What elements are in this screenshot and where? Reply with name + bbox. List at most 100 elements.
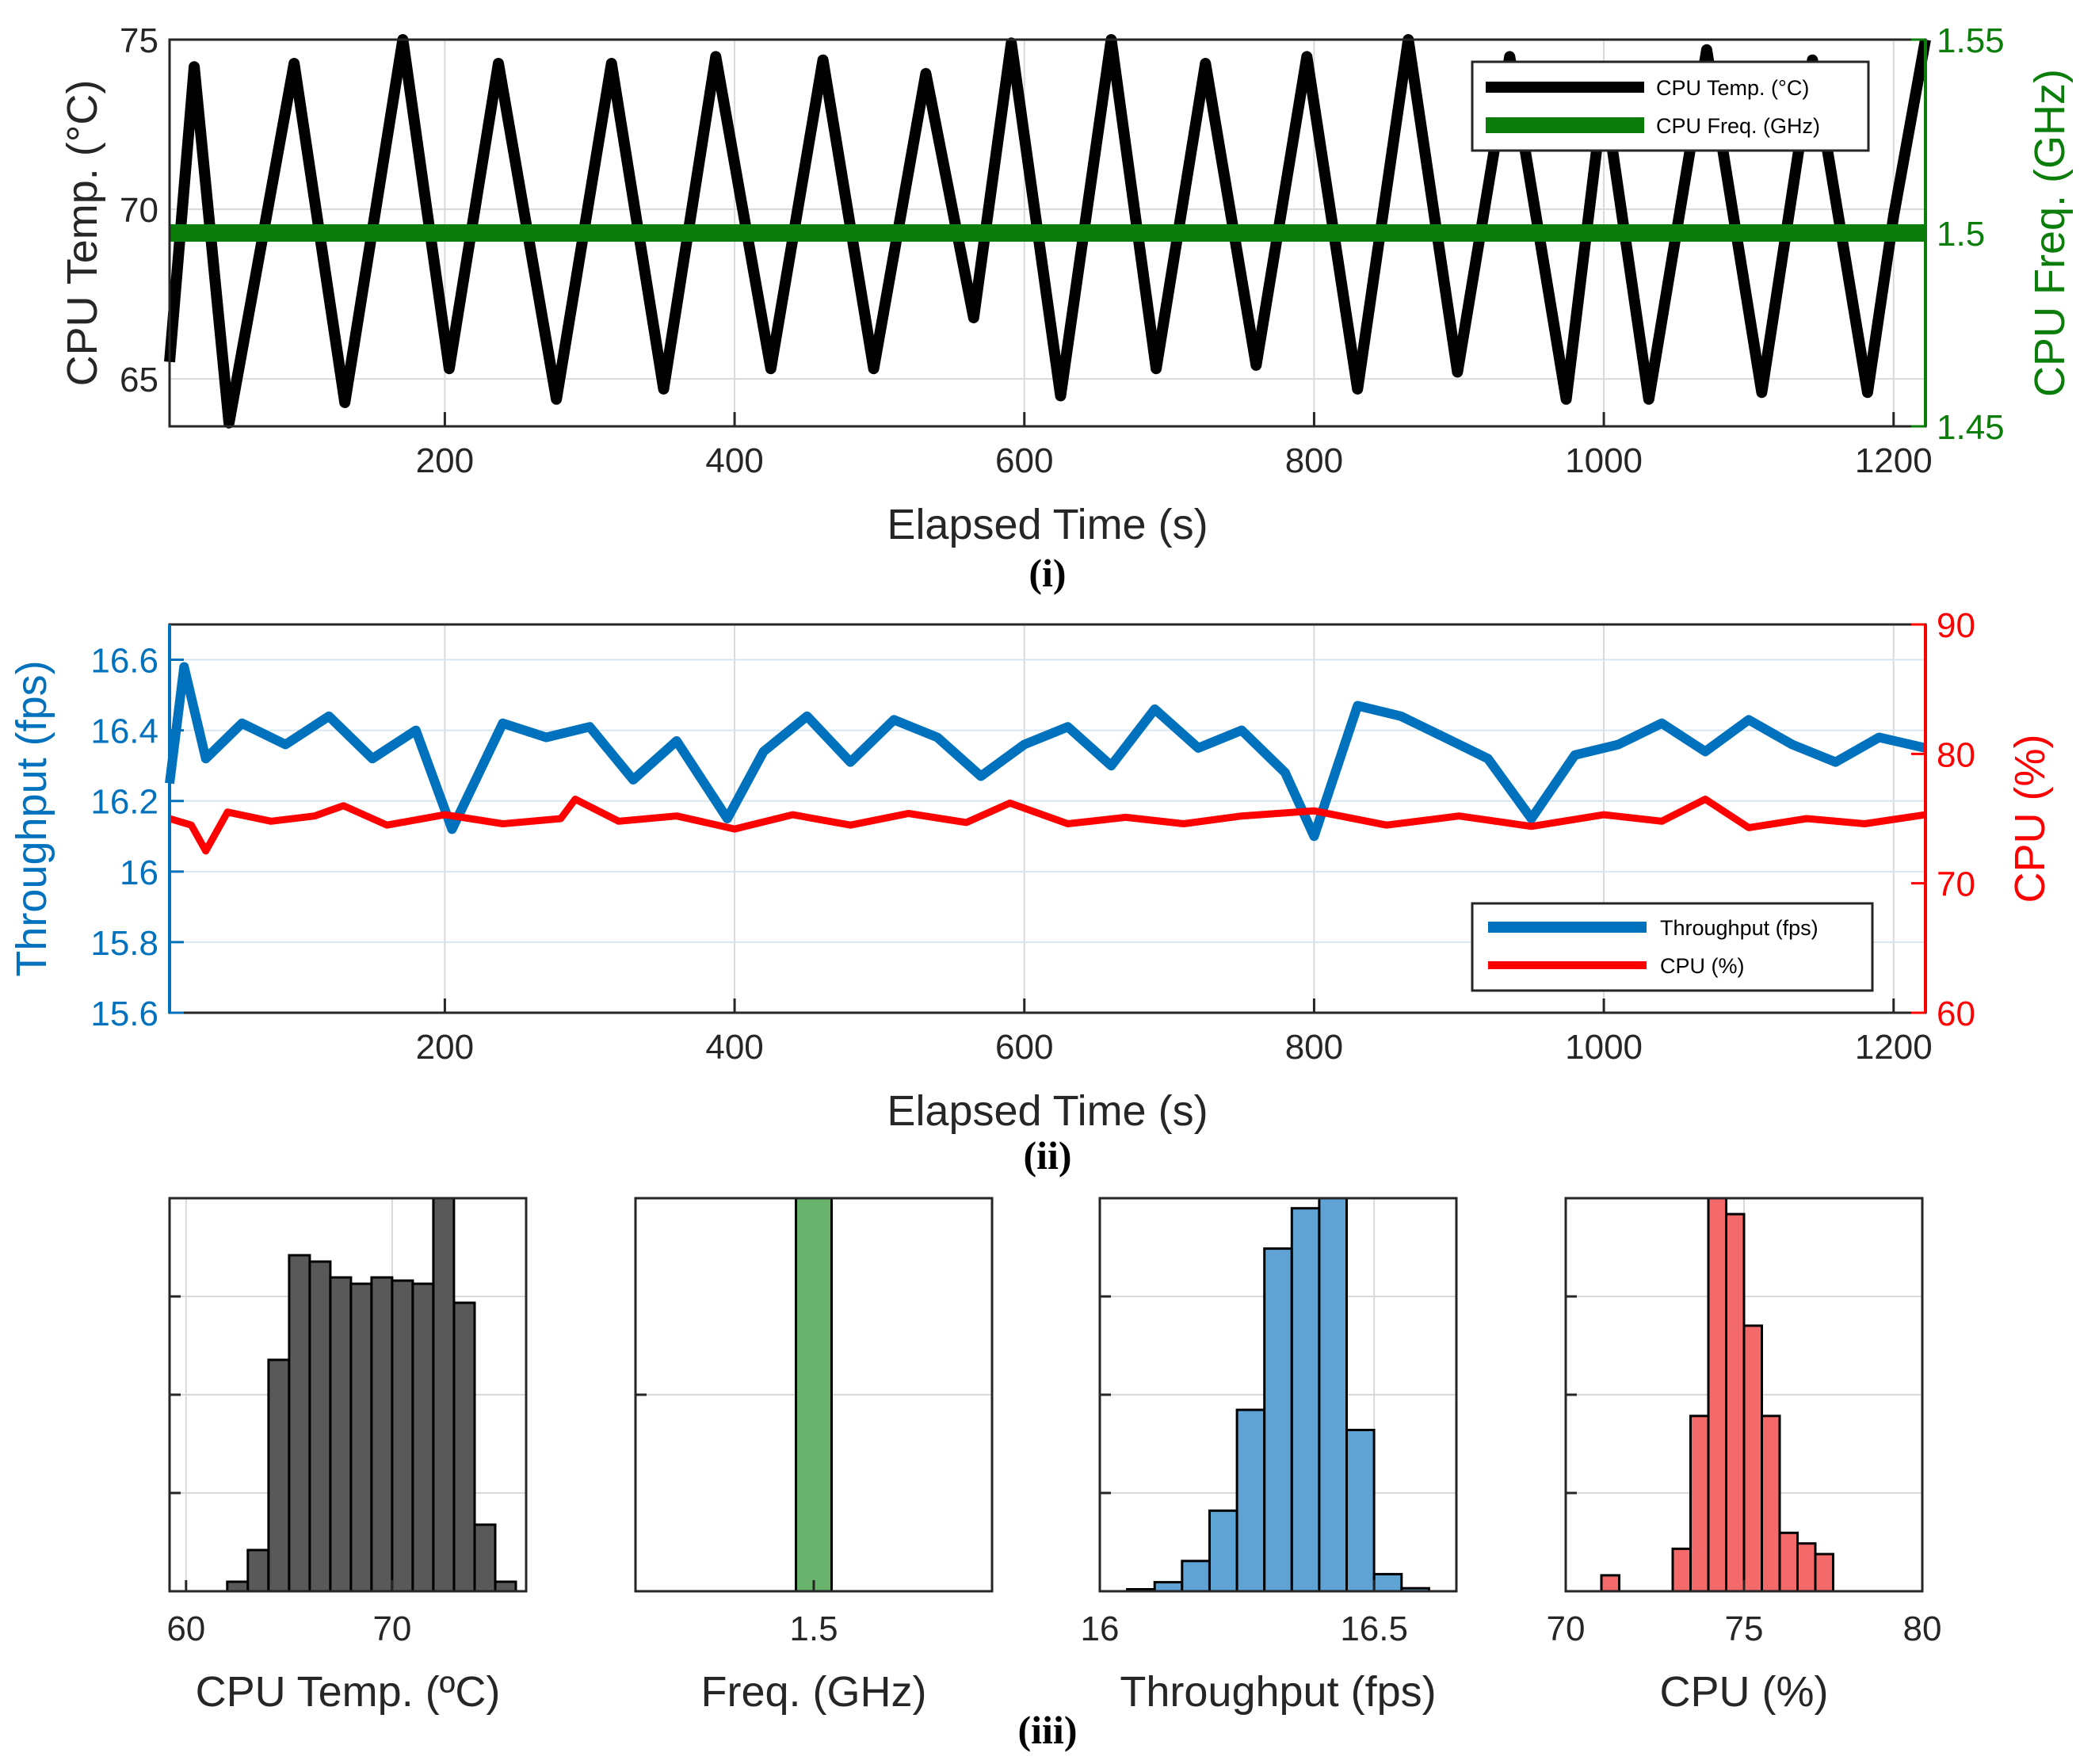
- hist-xlabel: Throughput (fps): [1120, 1668, 1436, 1716]
- ytick-right-label-60: 60: [1937, 995, 1975, 1033]
- xtick-label-600: 600: [995, 441, 1053, 480]
- ytick-left-label-16.2: 16.2: [90, 783, 158, 822]
- hist-xtick-label: 75: [1725, 1609, 1764, 1648]
- xtick-label-1000: 1000: [1565, 441, 1643, 480]
- hist-bar: [1796, 1542, 1817, 1593]
- ytick-right-label-1.5: 1.5: [1937, 215, 1985, 254]
- hist-bar: [308, 1260, 332, 1593]
- panel-ii-ylabel-right: CPU (%): [2006, 735, 2054, 903]
- hist-frame: [1098, 1197, 1458, 1593]
- panel-ii-ticks: 200 400 600 800 1000 1200 15.6 15.8 16 16.2 16.4 16…: [90, 606, 1975, 1067]
- ytick-left-label-15.6: 15.6: [90, 995, 158, 1033]
- hist-bar: [1290, 1207, 1321, 1593]
- hist-xtick-label: 16.5: [1340, 1609, 1408, 1648]
- hist-bar: [391, 1279, 414, 1593]
- hist-bar: [1689, 1415, 1710, 1593]
- legend-label-cpu: CPU (%): [1660, 954, 1745, 978]
- ytick-left-label-15.8: 15.8: [90, 924, 158, 963]
- panel-ii-legend: Throughput (fps) CPU (%): [1471, 902, 1874, 992]
- hist-xtick-label: 16: [1081, 1609, 1120, 1648]
- xtick-label-200: 200: [416, 1028, 474, 1067]
- hist-bar: [1345, 1429, 1376, 1593]
- hist-xlabel: Freq. (GHz): [700, 1668, 926, 1716]
- hist-xlabel: CPU Temp. (ºC): [196, 1668, 501, 1716]
- panel-ii-series: [165, 662, 1927, 855]
- hist-bar: [452, 1301, 476, 1593]
- ytick-right-label-1.45: 1.45: [1937, 408, 2005, 447]
- panel-i-legend: CPU Temp. (°C) CPU Freq. (GHz): [1471, 60, 1870, 152]
- panel-i-ticks: 200 400 600 800 1000 1200 65 70 75 1.45 1.5 1.55: [120, 21, 2005, 480]
- hist-cpu-temp: 60 70 CPU Temp. (ºC): [166, 1197, 528, 1716]
- hist-bar: [1671, 1547, 1692, 1593]
- panel-iii-caption: (iii): [1018, 1708, 1078, 1752]
- hist-bar: [1600, 1574, 1620, 1593]
- ytick-left-label-75: 75: [120, 21, 158, 60]
- legend-label-throughput: Throughput (fps): [1660, 916, 1818, 940]
- hist-xtick-label: 80: [1903, 1609, 1942, 1648]
- xtick-label-1000: 1000: [1565, 1028, 1643, 1067]
- panel-ii-ylabel-left: Throughput (fps): [8, 660, 55, 976]
- hist-bar: [349, 1282, 373, 1593]
- panel-i-xlabel: Elapsed Time (s): [887, 501, 1208, 548]
- xtick-label-400: 400: [705, 441, 763, 480]
- ytick-left-label-70: 70: [120, 191, 158, 230]
- xtick-label-800: 800: [1285, 1028, 1343, 1067]
- xtick-label-1200: 1200: [1855, 441, 1933, 480]
- panel-iii: 60 70 CPU Temp. (ºC) 1.5 Freq. (GHz) 16 16.5…: [166, 1197, 1942, 1752]
- hist-bar: [1725, 1212, 1746, 1593]
- hist-bar: [1153, 1581, 1184, 1593]
- hist-bar: [226, 1580, 250, 1593]
- ytick-left-label-16.6: 16.6: [90, 642, 158, 681]
- hist-bar: [1318, 1197, 1349, 1593]
- xtick-label-1200: 1200: [1855, 1028, 1933, 1067]
- hist-bar: [370, 1276, 394, 1593]
- ytick-right-label-70: 70: [1937, 865, 1975, 904]
- xtick-label-200: 200: [416, 441, 474, 480]
- panel-i-caption: (i): [1029, 551, 1066, 595]
- hist-bar: [329, 1276, 353, 1593]
- throughput-line: [165, 662, 1927, 842]
- hist-bar: [1235, 1408, 1266, 1593]
- hist-bar: [473, 1523, 497, 1593]
- hist-frame: [168, 1197, 528, 1593]
- ytick-right-label-90: 90: [1937, 606, 1975, 645]
- panel-i-ylabel-right: CPU Freq. (GHz): [2026, 69, 2074, 397]
- legend-label-cpu-freq: CPU Freq. (GHz): [1656, 114, 1820, 138]
- hist-bar: [1814, 1552, 1834, 1593]
- panel-ii: 200 400 600 800 1000 1200 15.6 15.8 16 16.2 16.4 16…: [8, 606, 2054, 1178]
- hist-bar: [1707, 1197, 1727, 1593]
- panel-i-series: [164, 34, 1931, 429]
- panel-ii-xlabel: Elapsed Time (s): [887, 1087, 1208, 1135]
- hist-throughput: 16 16.5 Throughput (fps): [1081, 1197, 1458, 1716]
- hist-bar: [1742, 1324, 1763, 1593]
- hist-bar: [1372, 1572, 1403, 1593]
- hist-bar: [1761, 1415, 1781, 1593]
- hist-freq: 1.5 Freq. (GHz): [634, 1197, 994, 1716]
- ytick-right-label-1.55: 1.55: [1937, 21, 2005, 60]
- hist-cpu: 70 75 80 CPU (%): [1547, 1197, 1942, 1716]
- hist-bar: [795, 1197, 833, 1593]
- hist-bar: [1181, 1560, 1211, 1593]
- hist-xlabel: CPU (%): [1660, 1668, 1829, 1716]
- ytick-left-label-16: 16: [120, 853, 158, 892]
- hist-bar: [288, 1254, 311, 1593]
- hist-xtick-label: 1.5: [789, 1609, 838, 1648]
- hist-bar: [1208, 1509, 1238, 1593]
- hist-bar: [246, 1548, 270, 1593]
- hist-bar: [411, 1282, 435, 1593]
- cpu-temp-line: [164, 34, 1931, 429]
- xtick-label-400: 400: [705, 1028, 763, 1067]
- cpu-usage-line: [168, 796, 1926, 855]
- panel-ii-legend-box: [1471, 902, 1874, 992]
- panel-i-legend-box: [1471, 60, 1870, 152]
- panel-i-ylabel-left: CPU Temp. (°C): [59, 80, 106, 387]
- ytick-left-label-16.4: 16.4: [90, 712, 158, 751]
- ytick-left-label-65: 65: [120, 361, 158, 399]
- hist-bar: [1778, 1531, 1799, 1593]
- hist-xtick-label: 60: [166, 1609, 205, 1648]
- legend-label-cpu-temp: CPU Temp. (°C): [1656, 76, 1809, 100]
- xtick-label-800: 800: [1285, 441, 1343, 480]
- hist-bar: [1263, 1247, 1293, 1593]
- ytick-right-label-80: 80: [1937, 735, 1975, 774]
